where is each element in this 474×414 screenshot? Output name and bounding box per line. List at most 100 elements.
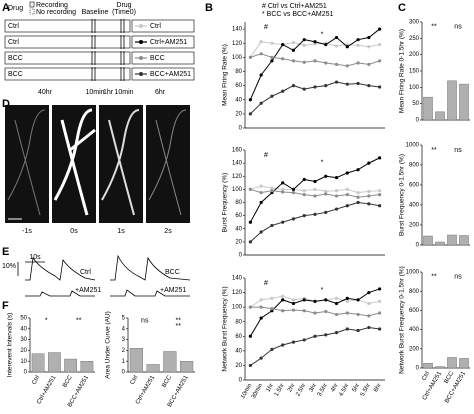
timeline-row bbox=[4, 67, 131, 81]
point bbox=[324, 298, 328, 302]
timeline-row bbox=[4, 51, 131, 65]
point bbox=[356, 168, 360, 172]
point bbox=[302, 38, 306, 42]
point bbox=[367, 84, 371, 88]
x-tick-label: Ctrl bbox=[421, 371, 431, 382]
point bbox=[302, 87, 306, 91]
bar bbox=[129, 348, 143, 373]
y-tick-label: 0 bbox=[122, 370, 126, 376]
y-tick-label: 1 bbox=[122, 359, 126, 365]
point bbox=[345, 64, 349, 68]
y-tick-label: 50 bbox=[412, 101, 419, 107]
trace-label: +AM251 bbox=[160, 287, 186, 294]
trace-label: Ctrl bbox=[80, 269, 91, 276]
point bbox=[367, 290, 371, 295]
point bbox=[378, 59, 382, 63]
point bbox=[291, 48, 296, 52]
bar bbox=[447, 234, 457, 246]
point bbox=[248, 334, 252, 338]
x-tick-label: 3hr bbox=[309, 383, 319, 394]
y-axis-label: Interevent Intervals (s) bbox=[7, 313, 14, 378]
annotation: # bbox=[264, 280, 268, 287]
y-tick-label: 20 bbox=[235, 363, 242, 369]
point bbox=[281, 343, 285, 347]
annotation: ns bbox=[454, 24, 462, 31]
annotation: ** bbox=[431, 147, 437, 154]
point bbox=[378, 43, 382, 47]
point bbox=[367, 314, 371, 318]
legend-frame bbox=[131, 35, 195, 49]
x-tick-label: Ctrl bbox=[31, 375, 41, 386]
series-line bbox=[250, 201, 380, 243]
point bbox=[324, 333, 328, 337]
point bbox=[248, 240, 252, 244]
point bbox=[367, 325, 371, 330]
point bbox=[378, 299, 382, 303]
y-tick-label: 0 bbox=[416, 366, 420, 372]
point bbox=[324, 189, 328, 193]
y-tick-label: 200 bbox=[409, 223, 420, 229]
point bbox=[378, 287, 382, 291]
y-tick-label: 100 bbox=[232, 305, 243, 311]
bar bbox=[31, 353, 45, 373]
point bbox=[281, 43, 285, 47]
point bbox=[334, 62, 339, 66]
point bbox=[259, 305, 263, 309]
point bbox=[281, 294, 285, 298]
point bbox=[356, 200, 360, 205]
point bbox=[378, 204, 382, 208]
x-tick-label: 3.5hr bbox=[317, 383, 329, 398]
images bbox=[5, 105, 190, 223]
point bbox=[259, 298, 263, 302]
y-tick-label: 10 bbox=[20, 359, 27, 365]
point bbox=[345, 82, 349, 86]
point bbox=[345, 171, 349, 175]
timeline-row bbox=[4, 35, 131, 49]
point bbox=[270, 94, 274, 98]
drug-label: Drug bbox=[8, 5, 23, 12]
series-line bbox=[249, 28, 380, 100]
legend-note: # Ctrl vs Ctrl+AM251 bbox=[262, 3, 327, 10]
point bbox=[281, 187, 285, 191]
annotation: ** bbox=[431, 24, 437, 31]
point bbox=[313, 311, 317, 315]
y-tick-label: 400 bbox=[409, 203, 420, 209]
annotation: ns bbox=[141, 318, 149, 325]
bar bbox=[48, 352, 61, 373]
point bbox=[313, 212, 317, 216]
point bbox=[356, 328, 360, 333]
y-tick-label: 600 bbox=[409, 308, 420, 314]
point bbox=[324, 309, 328, 314]
point bbox=[281, 298, 285, 302]
point bbox=[281, 309, 285, 313]
point bbox=[313, 85, 317, 89]
point bbox=[345, 193, 349, 197]
x-tick-label: BCC bbox=[444, 370, 456, 385]
point bbox=[248, 363, 252, 368]
bar bbox=[435, 111, 445, 121]
legend-frame bbox=[131, 51, 195, 65]
point bbox=[367, 202, 371, 206]
point bbox=[356, 38, 360, 42]
legend-label: Ctrl+AM251 bbox=[150, 39, 187, 46]
y-tick-label: 0 bbox=[239, 126, 243, 132]
bar bbox=[459, 235, 469, 246]
point bbox=[367, 161, 371, 165]
y-tick-label: 120 bbox=[232, 290, 243, 296]
y-tick-label: 0 bbox=[239, 253, 243, 259]
bar bbox=[64, 358, 77, 373]
point bbox=[270, 296, 274, 300]
point bbox=[334, 80, 339, 84]
point bbox=[248, 55, 252, 59]
no-recording-label: No recording bbox=[36, 9, 76, 16]
timeline-row bbox=[4, 19, 131, 33]
point bbox=[281, 220, 285, 224]
y-tick-label: 100 bbox=[232, 187, 243, 193]
point bbox=[248, 220, 252, 224]
y-axis-label: Mean Firing Rate 0-1.5hr (%) bbox=[399, 29, 406, 113]
point bbox=[270, 189, 274, 193]
point bbox=[302, 298, 306, 302]
y-tick-label: 40 bbox=[235, 226, 242, 232]
point bbox=[313, 194, 317, 198]
